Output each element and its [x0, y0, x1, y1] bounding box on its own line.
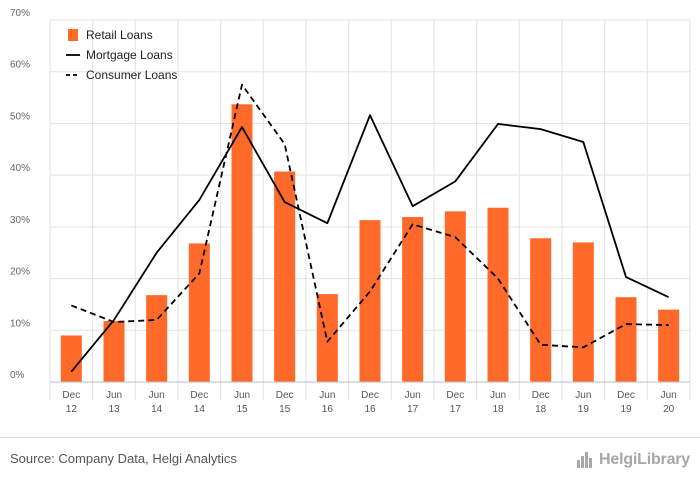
x-tick-label-period: Dec	[361, 390, 379, 401]
legend-swatch-retail-loans	[68, 29, 78, 41]
logo-text: HelgiLibrary	[599, 451, 690, 468]
y-tick-label: 50%	[10, 111, 30, 122]
x-tick-label-period: Dec	[276, 390, 294, 401]
x-tick-label-year: 14	[194, 404, 206, 415]
bar-retail-loans	[231, 104, 253, 383]
legend-label-mortgage-loans: Mortgage Loans	[86, 48, 173, 62]
x-tick-label-year: 18	[535, 404, 547, 415]
x-tick-label-year: 19	[620, 404, 632, 415]
x-tick-label-period: Jun	[575, 390, 591, 401]
x-tick-label-period: Dec	[190, 390, 208, 401]
legend-label-retail-loans: Retail Loans	[86, 28, 153, 42]
source-text: Source: Company Data, Helgi Analytics	[10, 451, 237, 466]
x-tick-label-year: 12	[66, 404, 78, 415]
bar-retail-loans	[615, 297, 637, 382]
x-tick-label-year: 17	[407, 404, 419, 415]
x-tick-label-year: 15	[236, 404, 248, 415]
bar-retail-loans	[359, 220, 381, 382]
line-mortgage-loans	[70, 114, 670, 373]
x-tick-label-year: 15	[279, 404, 291, 415]
bar-retail-loans	[103, 320, 125, 382]
y-tick-label: 60%	[10, 60, 30, 71]
x-tick-label-period: Jun	[661, 390, 677, 401]
bar-retail-loans	[402, 217, 424, 382]
x-tick-label-period: Jun	[405, 390, 421, 401]
bar-retail-loans	[444, 211, 466, 382]
x-tick-label-period: Dec	[446, 390, 464, 401]
x-tick-label-year: 17	[450, 404, 462, 415]
bar-retail-loans	[60, 335, 82, 382]
legend-label-consumer-loans: Consumer Loans	[86, 68, 177, 82]
helgi-library-logo[interactable]: HelgiLibrary	[577, 449, 690, 471]
bar-retail-loans	[188, 243, 210, 382]
x-tick-label-period: Dec	[617, 390, 635, 401]
x-tick-label-period: Jun	[490, 390, 506, 401]
x-tick-label-year: 19	[578, 404, 590, 415]
bar-retail-loans	[146, 295, 168, 382]
x-tick-label-period: Dec	[62, 390, 80, 401]
x-tick-label-year: 18	[492, 404, 504, 415]
x-tick-label-period: Jun	[149, 390, 165, 401]
x-tick-label-period: Dec	[532, 390, 550, 401]
bar-retail-loans	[274, 171, 296, 382]
y-tick-label: 20%	[10, 267, 30, 278]
footer-divider	[0, 437, 700, 438]
y-tick-label: 10%	[10, 318, 30, 329]
x-tick-label-year: 13	[108, 404, 120, 415]
x-tick-label-year: 14	[151, 404, 163, 415]
library-icon	[577, 452, 595, 468]
x-tick-label-year: 16	[364, 404, 376, 415]
x-tick-label-year: 20	[663, 404, 675, 415]
y-tick-label: 70%	[10, 8, 30, 19]
bar-retail-loans	[530, 238, 552, 382]
chart: 0% 10% 20% 30% 40% 50% 60% 70% Dec 12 Jun 13 Jun 14 De…	[10, 8, 691, 415]
x-tick-label-period: Jun	[319, 390, 335, 401]
y-tick-label: 30%	[10, 215, 30, 226]
bar-retail-loans	[658, 309, 680, 382]
x-tick-label-period: Jun	[106, 390, 122, 401]
x-tick-label-year: 16	[322, 404, 334, 415]
x-tick-label-period: Jun	[234, 390, 250, 401]
bar-retail-loans	[572, 242, 594, 382]
y-tick-label: 40%	[10, 163, 30, 174]
y-tick-label: 0%	[10, 370, 25, 381]
bar-retail-loans	[487, 207, 509, 382]
